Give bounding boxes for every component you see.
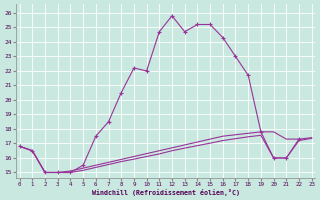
X-axis label: Windchill (Refroidissement éolien,°C): Windchill (Refroidissement éolien,°C): [92, 189, 240, 196]
